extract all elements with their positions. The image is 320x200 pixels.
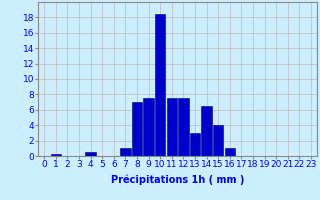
Bar (85, 152, 96, 156)
Bar (120, 148, 131, 156)
Bar (213, 125, 223, 156)
X-axis label: Précipitations 1h ( mm ): Précipitations 1h ( mm ) (111, 175, 244, 185)
Bar (155, 14, 165, 156)
Bar (190, 133, 200, 156)
Bar (143, 98, 154, 156)
Bar (178, 98, 188, 156)
Bar (132, 102, 142, 156)
Bar (167, 98, 177, 156)
Bar (51, 154, 61, 156)
Bar (225, 148, 235, 156)
Bar (201, 106, 212, 156)
